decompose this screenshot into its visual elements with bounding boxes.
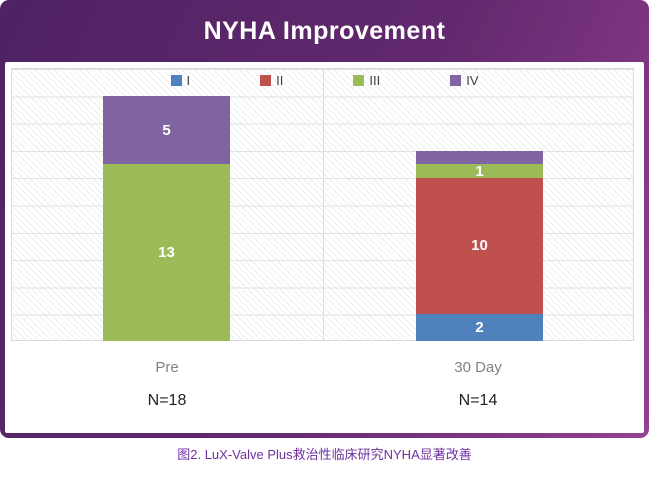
chart-legend: I II III IV <box>5 72 644 88</box>
legend-color-swatch-III <box>353 74 365 86</box>
chart-card: NYHA Improvement I II III IV 5 13 1 10 2 1 Pre … <box>0 0 649 438</box>
bar-segment-III: 1 <box>416 162 543 180</box>
legend-item-I: I <box>170 72 191 88</box>
legend-label: III <box>369 72 381 88</box>
n-count-pre: N=18 <box>147 392 187 409</box>
offbar-value-label: 1 <box>474 95 482 110</box>
segment-value-label: 13 <box>158 244 175 262</box>
bar-segment-I: 2 <box>416 313 543 341</box>
bar-segment-IV: 5 <box>103 96 230 165</box>
stacked-bar-30-day: 1 10 2 <box>416 150 543 341</box>
legend-color-swatch-I <box>170 74 182 86</box>
figure-caption: 图2. LuX-Valve Plus救治性临床研究NYHA显著改善 <box>177 447 472 462</box>
segment-value-label: 10 <box>471 237 488 255</box>
bar-segment-IV <box>416 150 543 165</box>
chart-body: I II III IV 5 13 1 10 2 1 Pre 30 Day N=18 N=14 <box>5 62 644 433</box>
segment-value-label: 1 <box>475 162 484 180</box>
legend-color-swatch-IV <box>450 74 462 86</box>
legend-color-swatch-II <box>260 74 272 86</box>
category-label-pre: Pre <box>155 359 179 376</box>
bar-segment-II: 10 <box>416 177 543 314</box>
bar-segment-III: 13 <box>103 164 230 341</box>
n-count-30-day: N=14 <box>458 392 498 409</box>
legend-item-III: III <box>353 74 380 87</box>
legend-label: I <box>186 72 191 88</box>
legend-label: II <box>276 72 284 88</box>
chart-title: NYHA Improvement <box>203 16 446 45</box>
segment-value-label: 5 <box>162 121 171 139</box>
category-label-30-day: 30 Day <box>454 359 502 376</box>
legend-label: IV <box>466 72 479 88</box>
legend-item-II: II <box>260 74 283 87</box>
legend-item-IV: IV <box>450 72 479 88</box>
segment-value-label: 2 <box>475 318 484 336</box>
stacked-bar-pre: 5 13 <box>103 96 230 341</box>
